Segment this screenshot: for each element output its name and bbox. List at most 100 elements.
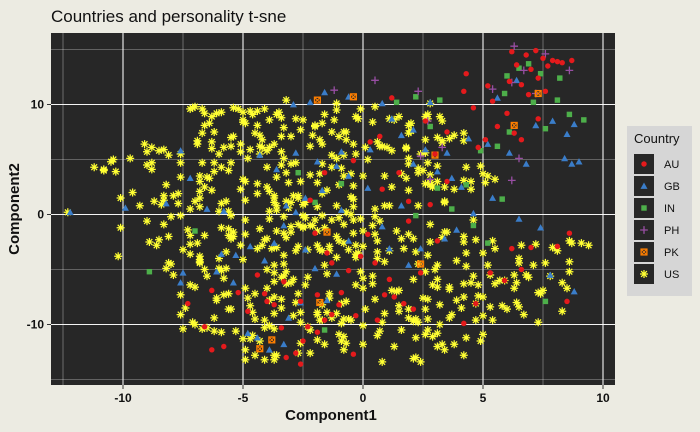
point-us — [378, 142, 387, 151]
point-gb — [522, 160, 530, 167]
point-us — [459, 232, 468, 241]
point-us — [368, 272, 377, 281]
point-au — [518, 81, 525, 88]
point-au — [293, 350, 299, 356]
point-us — [440, 345, 449, 354]
point-us — [421, 179, 430, 188]
point-us — [332, 232, 341, 241]
point-us — [368, 118, 377, 127]
point-us — [359, 340, 367, 349]
point-us — [236, 241, 245, 250]
point-us — [116, 194, 125, 202]
point-au — [386, 276, 393, 283]
point-us — [195, 202, 204, 211]
point-us — [299, 211, 307, 220]
point-us — [90, 163, 99, 172]
point-us — [176, 211, 185, 220]
point-au — [535, 116, 541, 122]
point-us — [277, 147, 286, 156]
point-us — [267, 244, 276, 253]
point-us — [291, 246, 300, 255]
point-us — [229, 232, 238, 241]
point-us — [277, 113, 286, 122]
point-us — [258, 143, 267, 152]
point-us — [176, 173, 185, 182]
point-ph — [488, 85, 497, 93]
point-au — [535, 75, 541, 81]
point-us — [318, 119, 327, 128]
point-ph — [507, 176, 516, 185]
point-us — [155, 146, 163, 155]
point-us — [476, 162, 485, 171]
point-us — [354, 249, 363, 257]
point-in — [499, 196, 505, 202]
point-us — [311, 122, 319, 131]
point-us — [63, 208, 72, 217]
point-us — [491, 279, 499, 288]
x-tick-label: -5 — [238, 391, 249, 405]
point-au — [365, 231, 371, 238]
legend-key-in — [641, 205, 647, 211]
y-tick-label: -10 — [27, 318, 45, 332]
point-us — [512, 278, 521, 287]
point-ph — [330, 86, 339, 95]
point-us — [565, 236, 574, 245]
point-us — [200, 183, 209, 191]
x-tick-label: 5 — [480, 391, 487, 405]
point-us — [203, 272, 211, 281]
point-us — [315, 169, 324, 178]
point-au — [357, 253, 364, 260]
point-us — [335, 132, 343, 141]
point-us — [289, 191, 298, 200]
point-us — [531, 240, 540, 249]
point-gb — [333, 162, 341, 169]
point-us — [371, 212, 379, 221]
point-us — [457, 304, 466, 312]
point-us — [251, 129, 259, 138]
point-us — [335, 213, 343, 222]
point-us — [565, 267, 574, 276]
point-us — [313, 227, 322, 235]
point-us — [411, 315, 420, 323]
point-us — [378, 318, 387, 327]
point-au — [235, 289, 241, 296]
point-us — [404, 159, 413, 168]
point-us — [217, 199, 226, 208]
point-us — [428, 280, 437, 289]
point-gb — [561, 154, 569, 162]
point-us — [114, 252, 123, 261]
point-us — [421, 267, 430, 276]
point-us — [282, 96, 291, 105]
legend-key-ph — [640, 226, 648, 234]
point-us — [162, 180, 171, 189]
point-us — [419, 166, 427, 175]
point-us — [270, 268, 279, 277]
point-us — [287, 132, 295, 141]
point-au — [489, 98, 496, 104]
point-us — [361, 305, 370, 314]
point-us — [272, 201, 281, 210]
point-us — [404, 154, 413, 163]
point-us — [474, 291, 483, 300]
point-us — [260, 235, 269, 244]
point-ph — [438, 143, 447, 152]
point-au — [307, 197, 313, 203]
point-us — [217, 223, 226, 232]
point-us — [373, 236, 382, 245]
point-us — [255, 337, 264, 345]
point-us — [265, 214, 274, 223]
point-gb — [292, 149, 300, 156]
point-au — [350, 351, 357, 357]
plot-panel — [51, 33, 615, 385]
point-us — [236, 185, 245, 194]
point-us — [210, 128, 219, 136]
point-us — [270, 194, 279, 202]
point-gb — [397, 202, 405, 209]
point-pk — [323, 228, 331, 236]
point-us — [337, 337, 346, 345]
point-au — [566, 230, 573, 236]
point-us — [303, 273, 312, 282]
point-us — [459, 238, 468, 246]
point-us — [215, 150, 223, 158]
point-us — [241, 345, 250, 354]
